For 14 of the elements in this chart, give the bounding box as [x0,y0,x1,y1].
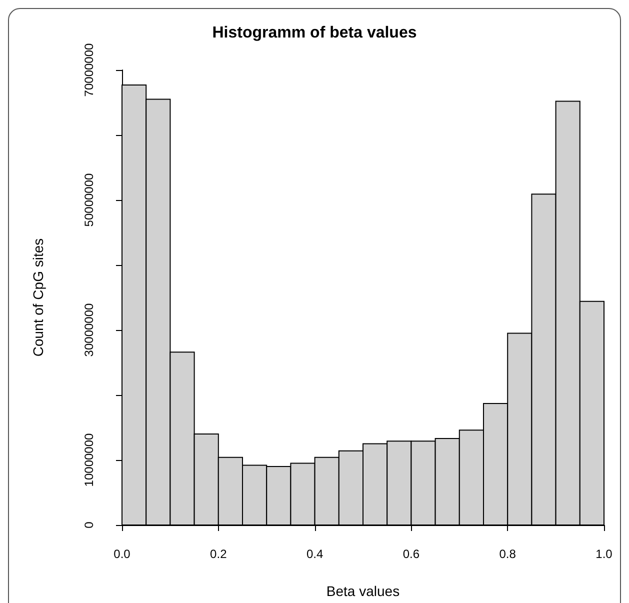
y-tick-label: 70000000 [82,42,96,97]
chart-title: Histogramm of beta values [212,24,417,42]
y-tick-label: 10000000 [82,432,96,487]
x-tick-label: 0.8 [499,547,516,561]
x-tick-label: 0.0 [114,547,131,561]
x-tick-label: 0.4 [306,547,324,561]
x-tick-label: 0.2 [210,547,228,561]
y-tick-label: 50000000 [82,172,96,227]
y-axis-title: Count of CpG sites [30,238,46,357]
x-tick-label: 0.6 [402,547,420,561]
y-tick-label: 30000000 [82,302,96,357]
x-tick-label: 1.0 [596,547,613,561]
x-axis-title: Beta values [326,583,400,599]
y-tick-label: 0 [82,521,96,528]
